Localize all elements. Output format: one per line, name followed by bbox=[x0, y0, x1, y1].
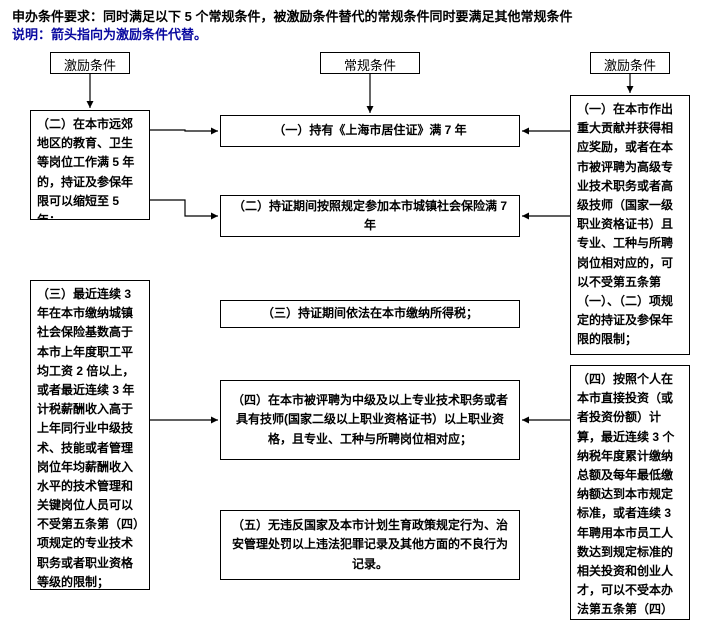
left-box-2-text: （二）在本市远郊地区的教育、卫生等岗位工作满 5 年的，持证及参保年限可以缩短至… bbox=[37, 117, 134, 220]
header-left: 激励条件 bbox=[50, 52, 130, 74]
title-text-1: 申办条件要求：同时满足以下 5 个常规条件，被激励条件替代的常规条件同时要满足其… bbox=[12, 9, 572, 24]
left-box-3-text: （三）最近连续 3 年在本市缴纳城镇社会保险基数高于本市上年度职工平均工资 2 … bbox=[37, 287, 139, 589]
center-box-2: （二）持证期间按照规定参加本市城镇社会保险满 7 年 bbox=[220, 195, 520, 237]
right-box-4-text: （四）按照个人在本市直接投资（或者投资份额）计算，最近连续 3 个纳税年度累计缴… bbox=[577, 372, 674, 620]
center-box-3: （三）持证期间依法在本市缴纳所得税； bbox=[220, 300, 520, 328]
header-center-label: 常规条件 bbox=[344, 58, 396, 73]
right-box-1-text: （一）在本市作出重大贡献并获得相应奖励，或者在本市被评聘为高级专业技术职务或者高… bbox=[577, 102, 673, 346]
header-left-label: 激励条件 bbox=[64, 58, 116, 73]
center-box-2-text: （二）持证期间按照规定参加本市城镇社会保险满 7 年 bbox=[227, 197, 513, 235]
title-line-2: 说明：箭头指向为激励条件代替。 bbox=[12, 24, 207, 43]
center-box-1: （一）持有《上海市居住证》满 7 年 bbox=[220, 115, 520, 147]
right-box-4: （四）按照个人在本市直接投资（或者投资份额）计算，最近连续 3 个纳税年度累计缴… bbox=[570, 365, 690, 620]
left-box-2: （二）在本市远郊地区的教育、卫生等岗位工作满 5 年的，持证及参保年限可以缩短至… bbox=[30, 110, 150, 220]
header-center: 常规条件 bbox=[320, 52, 420, 74]
center-box-5: （五）无违反国家及本市计划生育政策规定行为、治安管理处罚以上违法犯罪记录及其他方… bbox=[220, 510, 520, 580]
center-box-4-text: （四）在本市被评聘为中级及以上专业技术职务或者具有技师(国家二级以上职业资格证书… bbox=[227, 391, 513, 449]
title-line-1: 申办条件要求：同时满足以下 5 个常规条件，被激励条件替代的常规条件同时要满足其… bbox=[12, 6, 572, 25]
center-box-3-text: （三）持证期间依法在本市缴纳所得税； bbox=[262, 304, 478, 323]
center-box-4: （四）在本市被评聘为中级及以上专业技术职务或者具有技师(国家二级以上职业资格证书… bbox=[220, 380, 520, 460]
left-box-3: （三）最近连续 3 年在本市缴纳城镇社会保险基数高于本市上年度职工平均工资 2 … bbox=[30, 280, 150, 590]
center-box-1-text: （一）持有《上海市居住证》满 7 年 bbox=[273, 121, 466, 140]
header-right-label: 激励条件 bbox=[604, 58, 656, 73]
right-box-1: （一）在本市作出重大贡献并获得相应奖励，或者在本市被评聘为高级专业技术职务或者高… bbox=[570, 95, 690, 355]
title-text-2: 说明：箭头指向为激励条件代替。 bbox=[12, 27, 207, 42]
header-right: 激励条件 bbox=[590, 52, 670, 74]
center-box-5-text: （五）无违反国家及本市计划生育政策规定行为、治安管理处罚以上违法犯罪记录及其他方… bbox=[227, 516, 513, 574]
